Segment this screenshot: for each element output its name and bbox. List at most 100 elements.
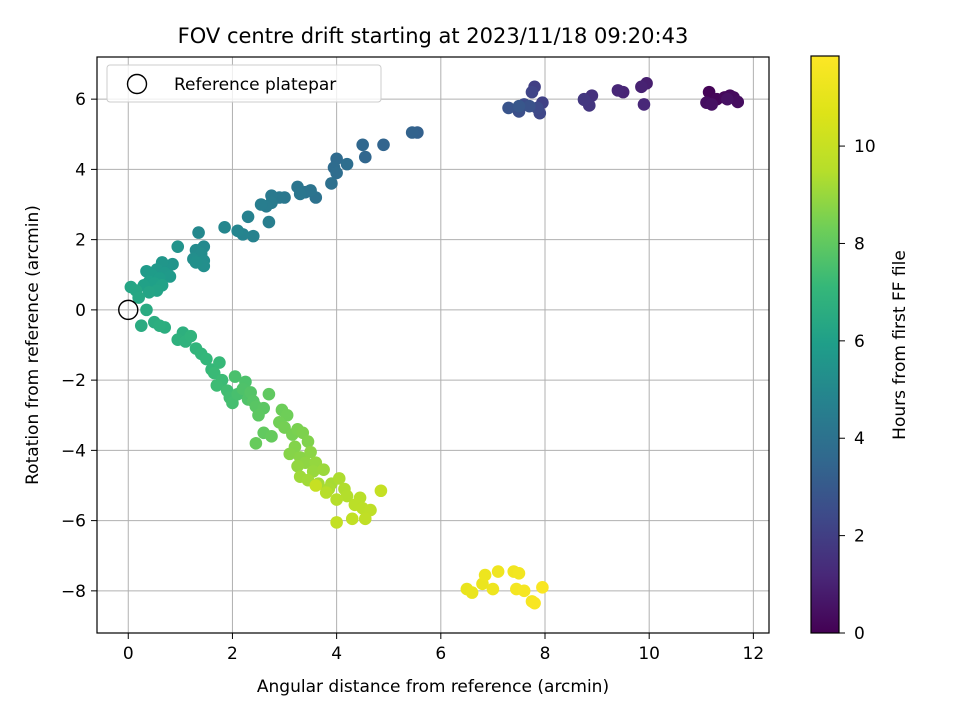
data-point: [317, 463, 330, 476]
data-point: [291, 459, 304, 473]
data-point: [228, 370, 242, 383]
legend-box: [106, 64, 382, 103]
data-point: [525, 85, 539, 99]
data-point: [301, 435, 315, 448]
data-point: [332, 472, 346, 485]
x-tick-label: 8: [540, 644, 551, 664]
colorbar-tick-label: 2: [854, 527, 865, 547]
y-tick-label: −2: [61, 371, 86, 391]
data-point: [330, 516, 343, 529]
data-point: [171, 240, 185, 253]
colorbar-gradient: [810, 55, 840, 634]
data-point: [132, 291, 145, 304]
data-point: [512, 99, 526, 113]
data-point: [309, 479, 323, 492]
data-point: [254, 198, 268, 211]
data-point: [611, 84, 625, 97]
y-tick-label: 2: [75, 231, 86, 251]
data-point: [265, 430, 278, 443]
data-point: [252, 408, 265, 422]
colorbar-tick-label: 4: [854, 429, 865, 449]
data-points: [124, 77, 745, 610]
data-point: [330, 493, 343, 506]
data-point: [283, 447, 297, 461]
y-tick-label: −6: [61, 512, 86, 532]
data-point: [358, 512, 372, 526]
x-axis-ticks: 0 2 4 6 8 10 12: [123, 633, 764, 664]
data-point: [325, 177, 338, 190]
y-axis-label: Rotation from reference (arcmin): [23, 205, 43, 485]
colorbar: 0 2 4 6 8 10 Hours from first FF file: [810, 55, 910, 644]
data-point: [637, 98, 651, 111]
x-tick-label: 0: [123, 644, 134, 664]
data-point: [478, 568, 492, 582]
data-point: [374, 484, 388, 498]
colorbar-label: Hours from first FF file: [890, 250, 910, 440]
data-point: [134, 319, 148, 332]
data-point: [200, 352, 213, 366]
data-point: [517, 584, 531, 598]
x-tick-label: 12: [743, 644, 765, 664]
data-point: [153, 319, 166, 332]
y-tick-label: 0: [75, 301, 86, 321]
colorbar-tick-label: 0: [854, 624, 865, 644]
chart-title: FOV centre drift starting at 2023/11/18 …: [178, 24, 689, 48]
data-point: [512, 566, 526, 580]
data-point: [262, 387, 276, 401]
data-point: [319, 486, 333, 499]
grid-lines: [97, 57, 769, 633]
data-point: [192, 226, 205, 239]
data-point: [705, 98, 718, 111]
data-point: [163, 270, 177, 283]
y-tick-label: −8: [61, 582, 86, 602]
legend: Reference platepar: [106, 64, 382, 103]
data-point: [356, 138, 369, 152]
data-point: [304, 184, 317, 197]
data-point: [721, 92, 734, 106]
data-point: [491, 565, 505, 578]
legend-entry-label: Reference platepar: [174, 75, 336, 95]
y-tick-label: −4: [61, 441, 86, 461]
colorbar-tick-label: 8: [854, 234, 865, 254]
data-point: [330, 166, 343, 180]
x-tick-label: 2: [227, 644, 238, 664]
data-point: [218, 221, 231, 234]
data-point: [405, 126, 419, 139]
data-point: [345, 512, 359, 526]
data-point: [210, 379, 224, 392]
data-point: [304, 445, 317, 459]
data-point: [528, 596, 541, 610]
data-point: [340, 157, 354, 171]
colorbar-ticks: 0 2 4 6 8 10: [839, 137, 876, 644]
data-point: [577, 93, 591, 107]
data-point: [249, 437, 263, 450]
y-axis-ticks: −8 −6 −4 −2 0 2 4 6: [61, 90, 97, 602]
data-point: [231, 224, 244, 238]
data-point: [142, 286, 156, 299]
x-tick-label: 4: [331, 644, 342, 664]
data-point: [377, 138, 390, 152]
data-point: [523, 99, 536, 113]
data-point: [635, 80, 648, 94]
x-axis-label: Angular distance from reference (arcmin): [257, 677, 609, 697]
data-point: [189, 256, 203, 269]
x-tick-label: 6: [435, 644, 446, 664]
reference-platepar-point: [118, 299, 139, 321]
legend-marker-icon: [126, 73, 148, 95]
data-point: [184, 329, 198, 343]
data-point: [340, 489, 354, 503]
reference-marker: [118, 299, 139, 321]
y-tick-label: 6: [75, 90, 86, 110]
plot-area-frame: [96, 56, 770, 634]
data-point: [293, 187, 307, 201]
data-point: [358, 150, 372, 164]
colorbar-tick-label: 6: [854, 332, 865, 352]
data-point: [731, 95, 745, 109]
data-point: [465, 586, 479, 599]
data-point: [140, 303, 153, 317]
colorbar-tick-label: 10: [854, 137, 876, 157]
data-point: [536, 581, 549, 594]
data-point: [213, 356, 226, 369]
